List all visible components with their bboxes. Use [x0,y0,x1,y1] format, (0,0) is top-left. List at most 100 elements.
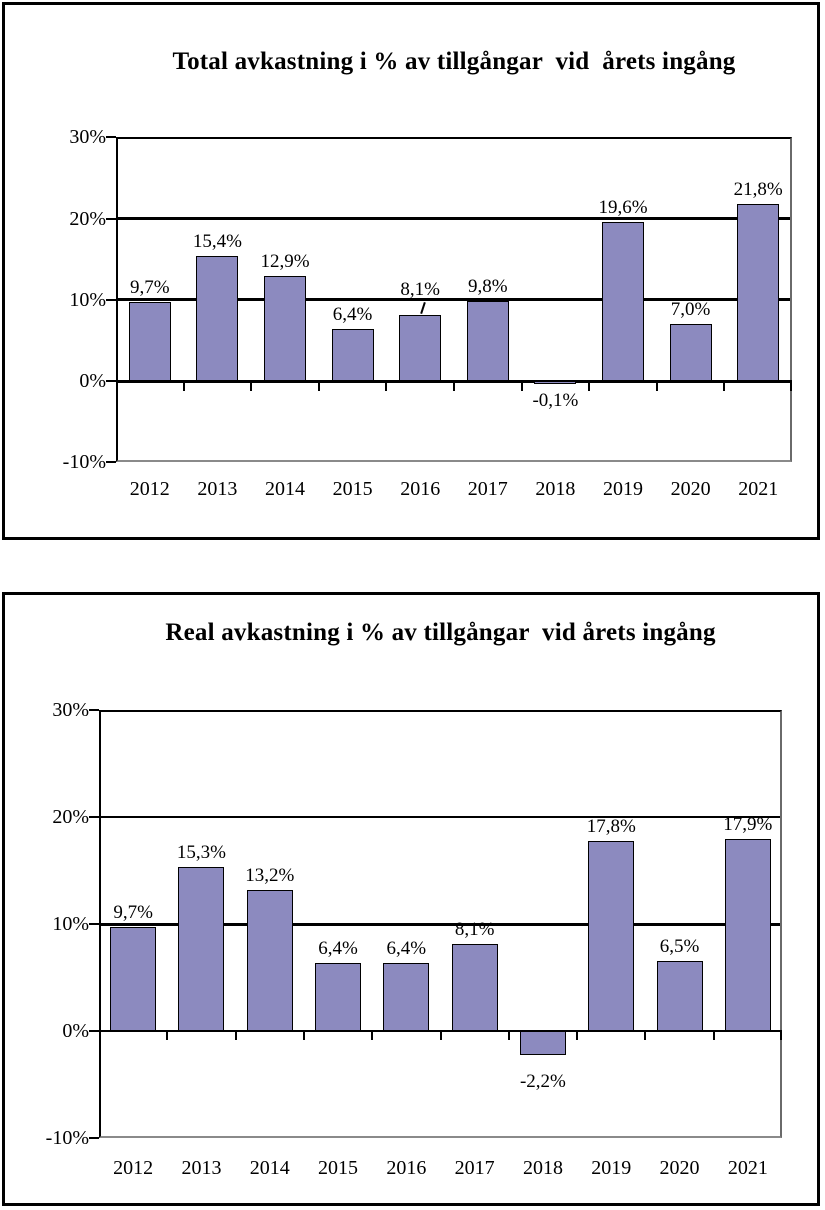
chart-real-avkastning: Real avkastning i % av tillgångar vid år… [2,592,820,1206]
x-axis-tick [439,1032,442,1040]
bar-2019 [602,221,644,381]
bar-value-label: 8,1% [454,919,495,941]
bar-2013 [196,255,239,381]
gridline-20pct [101,816,780,818]
bar-value-label: 6,4% [332,304,373,325]
gridline-20pct [118,217,790,220]
y-axis-tick-label: 20% [52,806,89,828]
bar-value-label: 17,9% [723,814,773,836]
bar-2012 [110,927,157,1031]
bar-value-label: 21,8% [733,178,783,200]
x-axis-zero-line [116,379,792,383]
x-axis-year-label: 2013 [197,478,238,500]
bar-2013 [178,867,225,1031]
x-axis-year-label: 2017 [467,478,508,500]
bar-2014 [264,276,306,381]
x-axis-tick [507,1032,510,1040]
x-axis-zero-line [99,1030,782,1032]
y-axis-tick-label: 10% [52,913,89,935]
bar-2012 [128,302,171,381]
x-axis-year-label: 2015 [318,1157,359,1179]
x-axis-year-label: 2012 [129,478,170,500]
bar-value-label: -2,2% [519,1070,566,1092]
bar-value-label: 13,2% [245,864,295,886]
gridline-10pct [101,922,780,926]
x-axis-year-label: 2020 [659,1157,700,1179]
bar-value-label: 7,0% [670,299,711,321]
bar-value-label: 8,1% [400,279,440,301]
x-axis-year-label: 2019 [603,478,643,500]
bar-value-label: 15,3% [176,842,226,864]
y-axis-tick [89,1030,99,1032]
y-axis-tick [89,709,99,711]
x-axis-tick [385,382,388,391]
y-axis-tick-label: -10% [62,451,106,474]
chart-title-real: Real avkastning i % av tillgångar vid år… [165,619,716,646]
bar-2016 [399,315,442,381]
x-axis-year-label: 2021 [738,478,779,500]
x-axis-tick [712,1032,715,1040]
x-axis-year-label: 2017 [454,1157,495,1179]
x-axis-tick [588,382,591,391]
bar-value-label: 15,4% [192,230,242,252]
y-axis-tick-label: 30% [52,699,89,721]
bar-2015 [315,962,362,1031]
y-axis-tick-label: 30% [69,126,106,149]
x-axis-tick [182,382,185,391]
x-axis-year-label: 2014 [265,478,305,500]
bar-value-label: 9,8% [468,276,508,298]
x-axis-year-label: 2021 [727,1157,768,1179]
x-axis-tick [644,1032,647,1040]
bar-2015 [331,329,374,381]
x-axis-tick [317,382,320,391]
bar-2021 [724,839,771,1031]
y-axis-tick [106,217,116,220]
bar-value-label: 6,5% [659,936,700,958]
x-axis-year-label: 2013 [181,1157,222,1179]
x-axis-year-label: 2019 [591,1157,632,1179]
x-axis-tick [234,1032,237,1040]
x-axis-tick [790,382,792,391]
x-axis-year-label: 2018 [535,478,576,500]
bar-value-label: 6,4% [318,937,358,959]
bar-value-label: 9,7% [113,902,153,924]
plot-area [99,710,782,1138]
bar-2017 [451,944,498,1031]
bar-2018 [534,381,577,384]
chart-title-total: Total avkastning i % av tillgångar vid å… [172,48,736,75]
bar-2017 [466,301,509,381]
y-axis-tick-label: 0% [62,1020,89,1042]
x-axis-tick [780,1032,782,1040]
bar-2018 [519,1031,566,1055]
y-axis-tick [89,1137,99,1139]
y-axis-tick [106,461,116,464]
bar-value-label: 19,6% [598,196,648,218]
x-axis-year-label: 2012 [113,1157,154,1179]
bar-value-label: -0,1% [532,390,579,411]
bar-2021 [737,203,780,381]
y-axis-tick-label: 20% [69,207,106,230]
bar-2020 [669,324,712,381]
x-axis-year-label: 2016 [400,478,441,500]
plot-total: 30% 20% 10% 0% -10% 9,7% 15,4% 12,9% 6,4% 8,1% 9,8… [5,5,817,537]
x-axis-tick [166,1032,169,1040]
y-axis-tick [106,298,116,301]
bar-2016 [383,962,430,1031]
bar-value-label: 6,4% [386,937,427,959]
y-axis-tick [89,816,99,818]
x-axis-tick [371,1032,374,1040]
y-axis-tick-label: 10% [69,288,106,311]
y-axis-tick [106,136,116,139]
x-axis-year-label: 2016 [386,1157,427,1179]
y-axis-tick [106,380,116,382]
x-axis-year-label: 2015 [332,478,373,500]
x-axis-tick [302,1032,305,1040]
x-axis-year-label: 2018 [522,1157,563,1179]
plot-real: 30% 20% 10% 0% -10% 9,7% 15,3% 13,2% 6,4% 6,4% 8,1… [5,595,817,1203]
bar-value-label: 17,8% [586,815,636,837]
y-axis-tick-label: -10% [45,1127,89,1149]
bar-value-label: 12,9% [260,251,310,273]
x-axis-year-label: 2020 [670,478,711,500]
bar-2014 [246,889,293,1031]
chart-total-avkastning: Total avkastning i % av tillgångar vid å… [2,2,820,540]
